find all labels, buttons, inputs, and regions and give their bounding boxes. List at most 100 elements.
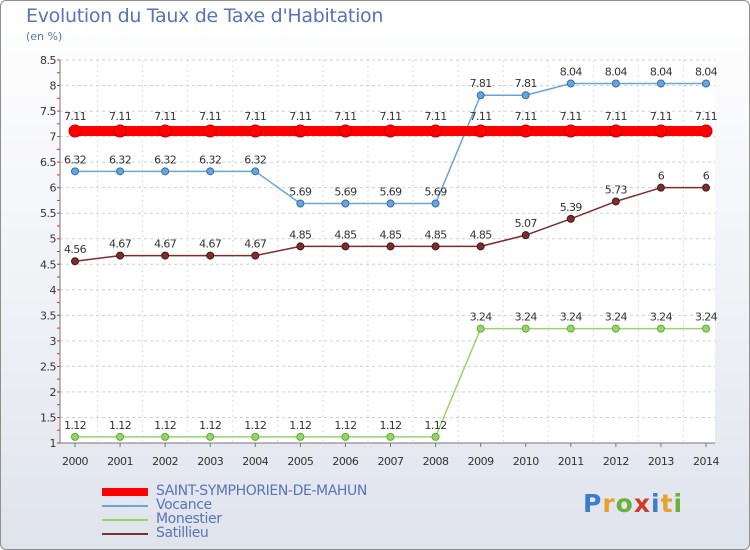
data-label: 1.12 [154,419,176,432]
data-point [206,167,215,176]
data-label: 5.69 [425,185,448,198]
data-point [161,251,170,260]
data-point [251,251,260,260]
y-tick-label: 7.5 [40,105,56,118]
data-label: 1.12 [334,419,356,432]
proxiti-logo: Proxiti [583,489,683,518]
data-label: 4.67 [154,238,177,251]
data-point [293,124,307,138]
chart-title: Evolution du Taux de Taxe d'Habitation [26,5,384,27]
y-tick-label: 1.5 [40,411,56,424]
data-point [158,124,172,138]
plot-area [60,60,715,443]
data-point [702,183,710,192]
data-point [341,199,350,208]
data-label: 6.32 [154,153,176,166]
x-tick-label: 2000 [62,455,88,468]
x-tick-label: 2009 [468,455,494,468]
data-point [476,324,485,333]
data-point [386,242,395,251]
logo-letter: t [660,489,674,518]
data-label: 4.67 [199,238,222,251]
data-point [656,79,665,88]
x-tick-label: 2004 [242,455,268,468]
y-tick-label: 2 [50,386,57,399]
data-label: 7.11 [154,110,176,123]
data-label: 6.32 [64,153,86,166]
data-label: 6.32 [109,153,131,166]
data-label: 5.69 [289,185,312,198]
data-label: 7.81 [470,77,492,90]
data-point [113,124,127,138]
legend-label: SAINT-SYMPHORIEN-DE-MAHUN [156,483,367,499]
x-tick-label: 2001 [107,455,133,468]
data-point [206,251,215,260]
data-label: 7.11 [379,110,401,123]
x-tick-label: 2005 [287,455,313,468]
data-point [341,432,350,441]
data-point [656,324,665,333]
data-point [203,124,217,138]
data-label: 3.24 [515,311,538,324]
data-label: 7.11 [695,110,717,123]
data-point [341,242,350,251]
data-label: 6.32 [199,153,221,166]
data-point [654,124,668,138]
data-label: 6 [703,170,710,183]
data-label: 1.12 [199,419,221,432]
y-tick-label: 6.5 [40,156,56,169]
x-tick-label: 2006 [332,455,358,468]
data-label: 7.11 [244,110,266,123]
y-tick-label: 2.5 [40,360,56,373]
legend-label: Vocance [156,497,212,513]
data-label: 6 [658,170,665,183]
data-point [296,242,305,251]
data-point [68,124,82,138]
data-point [251,432,260,441]
logo-letter: x [633,489,651,518]
data-point [431,242,440,251]
data-point [384,124,397,138]
data-label: 7.11 [109,110,131,123]
data-label: 5.73 [605,183,628,196]
data-label: 7.11 [560,110,582,123]
x-tick-label: 2007 [378,455,404,468]
data-point [609,124,623,138]
chart-unit-label: (en %) [26,30,63,43]
data-label: 4.85 [425,228,448,241]
legend-label: Satillieu [156,525,209,541]
data-label: 5.39 [560,201,583,214]
y-tick-label: 3 [50,335,57,348]
data-label: 1.12 [425,419,447,432]
data-point [474,124,488,138]
y-tick-label: 5.5 [40,207,56,220]
data-label: 7.11 [64,110,86,123]
data-point [71,167,79,176]
data-point [566,79,575,88]
data-point [251,167,260,176]
data-point [161,432,170,441]
data-point [702,79,710,88]
logo-letter: i [651,489,661,518]
y-tick-label: 3.5 [40,309,56,322]
data-label: 7.11 [289,110,311,123]
data-point [702,324,710,333]
data-point [611,197,620,206]
data-label: 7.11 [334,110,356,123]
data-label: 4.56 [64,243,87,256]
data-point [386,432,395,441]
data-label: 8.04 [695,65,718,78]
data-label: 4.85 [379,228,402,241]
data-point [476,242,485,251]
y-tick-label: 7 [50,131,57,144]
legend-swatch [102,505,148,507]
logo-letter: r [602,489,616,518]
data-label: 5.69 [334,185,357,198]
data-point [116,251,125,260]
data-point [564,124,578,138]
data-label: 1.12 [109,419,131,432]
data-label: 8.04 [560,65,583,78]
legend-swatch [102,533,148,535]
x-tick-label: 2011 [558,455,584,468]
